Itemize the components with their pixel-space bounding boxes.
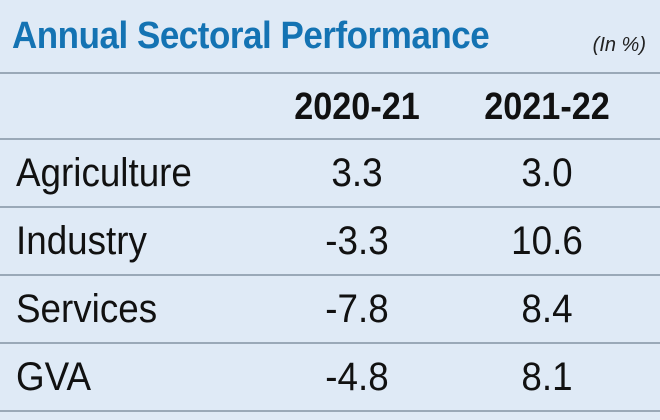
table-cell: 10.6 [511,219,583,263]
table-cell: -7.8 [325,287,389,331]
table-header-row: 2020-21 2021-22 [0,72,660,140]
column-header-2021-22: 2021-22 [484,86,610,128]
table-row: GVA -4.8 8.1 [0,344,660,412]
title-row: Annual Sectoral Performance [12,0,648,72]
chart-title: Annual Sectoral Performance [12,14,490,57]
data-table: 2020-21 2021-22 Agriculture 3.3 3.0 Indu… [0,72,660,412]
table-cell: -3.3 [325,219,389,263]
table-row: Agriculture 3.3 3.0 [0,140,660,208]
unit-note: (In %) [592,34,646,56]
table-cell: -4.8 [325,355,389,399]
row-label: Industry [16,219,147,263]
table-cell: 8.4 [521,287,573,331]
row-label: GVA [16,355,91,399]
row-label: Services [16,287,158,331]
table-cell: 8.1 [521,355,573,399]
column-header-2020-21: 2020-21 [294,86,420,128]
table-cell: 3.0 [521,151,573,195]
table-row: Services -7.8 8.4 [0,276,660,344]
table-row: Industry -3.3 10.6 [0,208,660,276]
row-label: Agriculture [16,151,192,195]
table-cell: 3.3 [331,151,383,195]
